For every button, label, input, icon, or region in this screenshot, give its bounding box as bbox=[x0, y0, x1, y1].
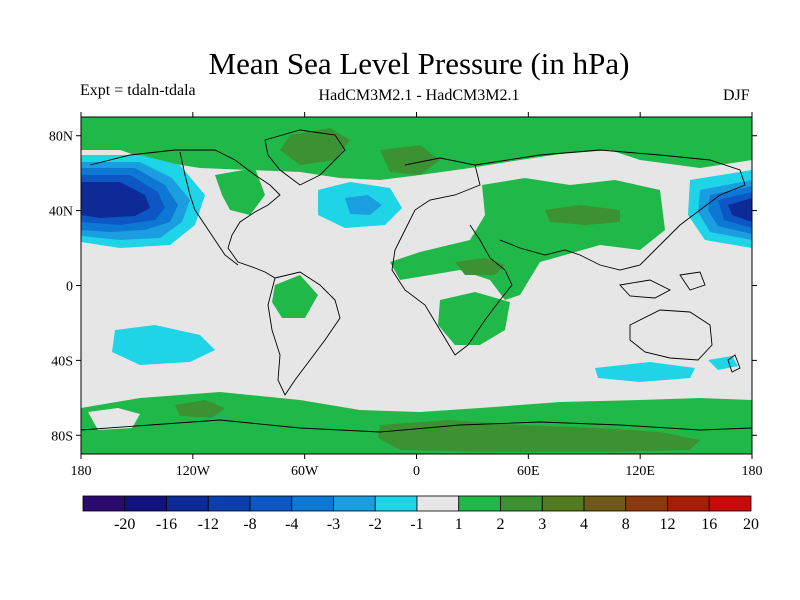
colorbar-label: 20 bbox=[743, 516, 759, 533]
moderate-anomaly-regions bbox=[175, 128, 700, 452]
colorbar-swatch bbox=[500, 495, 543, 512]
season-label: DJF bbox=[723, 87, 750, 104]
x-tick-label: 120E bbox=[625, 464, 655, 479]
colorbar-label: -1 bbox=[410, 516, 423, 533]
coastlines bbox=[81, 129, 752, 433]
colorbar-label: -2 bbox=[369, 516, 382, 533]
x-tick-label: 60E bbox=[517, 464, 540, 479]
x-tick-label: 60W bbox=[291, 464, 319, 479]
x-tick-label: 180 bbox=[71, 464, 92, 479]
colorbar-label: 8 bbox=[622, 516, 630, 533]
colorbar-swatch bbox=[374, 495, 418, 512]
x-tick-label: 180 bbox=[742, 464, 763, 479]
colorbar-swatch bbox=[458, 495, 501, 512]
y-tick-label: 40S bbox=[51, 354, 73, 369]
colorbar-swatch bbox=[291, 495, 334, 512]
colorbar-swatch bbox=[124, 495, 167, 512]
colorbar-swatch bbox=[583, 495, 627, 512]
model-label: HadCM3M2.1 - HadCM3M2.1 bbox=[318, 87, 520, 104]
map-plot-area bbox=[81, 117, 752, 454]
longitude-ticks: 180 120W 60W 0 60E 120E 180 bbox=[71, 112, 763, 479]
colorbar-label: 16 bbox=[701, 516, 717, 533]
colorbar-label: -3 bbox=[327, 516, 340, 533]
colorbar-swatch bbox=[82, 495, 126, 512]
y-tick-label: 80S bbox=[51, 429, 73, 444]
x-tick-label: 0 bbox=[413, 464, 420, 479]
colorbar-label: 12 bbox=[660, 516, 676, 533]
colorbar-swatch bbox=[667, 495, 710, 512]
colorbar-label: -8 bbox=[243, 516, 256, 533]
colorbar-swatch bbox=[166, 495, 209, 512]
colorbar-swatch bbox=[416, 495, 460, 512]
experiment-label: Expt = tdaln-tdala bbox=[80, 82, 196, 99]
y-tick-label: 40N bbox=[49, 205, 73, 220]
colorbar-swatch bbox=[207, 495, 251, 512]
colorbar-swatch bbox=[541, 495, 585, 512]
colorbar-swatch bbox=[333, 495, 376, 512]
y-tick-label: 0 bbox=[66, 280, 73, 295]
colorbar-label: -4 bbox=[285, 516, 298, 533]
colorbar-swatch bbox=[249, 495, 293, 512]
colorbar-label: 3 bbox=[538, 516, 546, 533]
colorbar-swatch bbox=[708, 495, 752, 512]
colorbar-swatch bbox=[625, 495, 668, 512]
colorbar-label: -20 bbox=[114, 516, 135, 533]
colorbar-label: 2 bbox=[497, 516, 505, 533]
latitude-ticks: 80N 40N 0 40S 80S bbox=[49, 130, 757, 444]
colorbar-label: -16 bbox=[156, 516, 177, 533]
x-tick-label: 120W bbox=[176, 464, 211, 479]
colorbar-label: 4 bbox=[580, 516, 588, 533]
colorbar: -20 -16 -12 -8 -4 -3 -2 -1 1 2 3 4 8 12 16 20 bbox=[82, 495, 759, 533]
y-tick-label: 80N bbox=[49, 130, 73, 145]
chart-title: Mean Sea Level Pressure (in hPa) bbox=[208, 46, 630, 81]
colorbar-label: -12 bbox=[198, 516, 219, 533]
colorbar-label: 1 bbox=[455, 516, 463, 533]
